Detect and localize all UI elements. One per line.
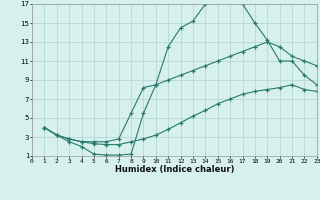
X-axis label: Humidex (Indice chaleur): Humidex (Indice chaleur) — [115, 165, 234, 174]
